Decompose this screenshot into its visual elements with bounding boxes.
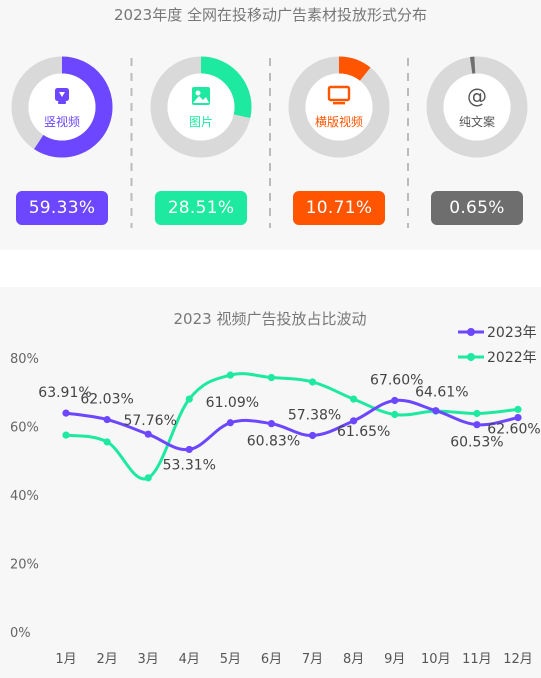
legend-label: 2023年 — [487, 325, 537, 341]
donut-label: 横版视频 — [315, 114, 363, 129]
at-sign-icon: @ — [467, 84, 487, 108]
legend-item: 2022年 — [458, 350, 537, 366]
data-point — [391, 410, 399, 419]
svg-text:@: @ — [467, 84, 487, 108]
data-label: 57.38% — [288, 407, 341, 423]
donut-segment — [34, 56, 113, 158]
y-tick-label: 60% — [10, 421, 39, 436]
donut-3: 横版视频 — [288, 56, 390, 158]
data-point — [62, 409, 70, 417]
donut-segment — [338, 56, 371, 82]
legend-marker — [467, 328, 475, 336]
donut-segment — [469, 56, 476, 74]
percent-badge: 0.65% — [431, 191, 523, 225]
data-point — [144, 430, 152, 438]
data-point — [62, 431, 70, 439]
monitor-icon — [327, 85, 351, 105]
donut-label: 纯文案 — [459, 114, 495, 129]
data-point — [267, 420, 276, 428]
data-label: 64.61% — [415, 385, 468, 401]
x-tick-label: 3月 — [138, 652, 159, 667]
percent-badge: 28.51% — [155, 191, 247, 225]
chart-title: 2023 视频广告投放占比波动 — [174, 310, 367, 328]
line-chart: 2023 视频广告投放占比波动 0% 20% 40% 60% 80% 1月 2月 3月 4月 5月 6… — [10, 310, 541, 667]
data-label: 53.31% — [163, 457, 216, 473]
data-point — [267, 373, 276, 382]
x-tick-label: 8月 — [343, 652, 364, 667]
data-label: 57.76% — [123, 413, 176, 429]
x-tick-label: 6月 — [261, 652, 282, 667]
data-point — [185, 395, 193, 403]
series-2023年 — [62, 396, 522, 454]
data-label: 67.60% — [370, 372, 423, 388]
donut-charts: 竖视频 图片 横版视频 @ 纯文案 — [11, 56, 528, 228]
donut-label: 竖视频 — [44, 114, 80, 129]
y-tick-label: 80% — [10, 352, 39, 367]
data-label: 60.83% — [247, 434, 300, 450]
data-point — [514, 413, 522, 422]
x-tick-label: 5月 — [220, 652, 241, 667]
data-label: 62.03% — [80, 392, 133, 408]
donut-1: 竖视频 — [11, 56, 113, 158]
data-point — [144, 474, 152, 482]
donut-label: 图片 — [189, 115, 213, 129]
data-point — [473, 409, 481, 418]
image-icon — [192, 87, 210, 105]
data-point — [308, 431, 317, 440]
y-tick-label: 20% — [10, 558, 39, 573]
data-point — [391, 396, 399, 405]
donut-hole — [443, 73, 511, 141]
data-label: 62.60% — [487, 422, 540, 438]
legend-item: 2023年 — [458, 325, 537, 341]
x-tick-label: 7月 — [302, 652, 323, 667]
data-point — [226, 371, 234, 379]
donut-2: 图片 — [150, 56, 252, 158]
data-label: 61.65% — [337, 424, 390, 440]
y-tick-label: 40% — [10, 489, 39, 504]
data-point — [432, 407, 440, 415]
donut-track — [426, 56, 528, 158]
series-line — [65, 398, 519, 452]
y-tick-label: 0% — [10, 626, 31, 641]
donut-hole — [28, 73, 96, 141]
donut-segment — [200, 56, 252, 119]
data-label: 60.53% — [450, 435, 503, 451]
donut-4: @ 纯文案 — [426, 56, 528, 158]
trend-chart-panel — [0, 287, 541, 678]
x-tick-label: 12月 — [503, 652, 533, 667]
data-point — [226, 419, 234, 427]
x-tick-label: 4月 — [179, 652, 200, 667]
x-tick-label: 2月 — [96, 652, 117, 667]
data-point — [308, 378, 317, 386]
phone-video-icon — [55, 88, 69, 104]
donut-hole — [167, 73, 235, 141]
data-point — [350, 417, 358, 425]
legend-label: 2022年 — [487, 350, 537, 366]
data-point — [514, 405, 522, 413]
legend-marker — [467, 353, 475, 361]
data-point — [350, 395, 358, 403]
data-point — [473, 421, 481, 429]
percent-badge: 59.33% — [16, 191, 108, 225]
x-tick-label: 9月 — [384, 652, 405, 667]
page-title: 2023年度 全网在投移动广告素材投放形式分布 — [114, 6, 427, 24]
data-point — [103, 438, 111, 446]
x-tick-label: 10月 — [421, 652, 451, 667]
donut-hole — [305, 73, 373, 141]
x-tick-label: 11月 — [462, 652, 492, 667]
data-label: 61.09% — [206, 395, 259, 411]
data-point — [103, 415, 111, 424]
percent-badge: 10.71% — [293, 191, 385, 225]
x-tick-label: 1月 — [55, 652, 76, 667]
data-label: 63.91% — [38, 385, 91, 401]
data-point — [185, 445, 193, 454]
